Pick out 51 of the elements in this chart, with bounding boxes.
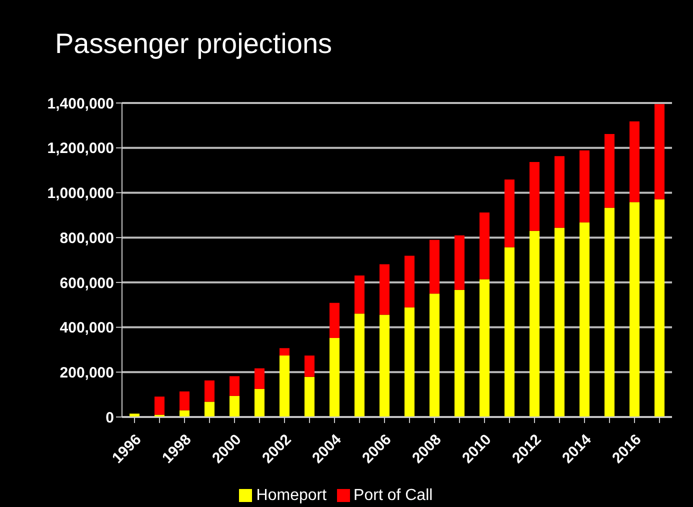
bar [330, 302, 340, 338]
y-tick-label: 200,000 [60, 364, 114, 382]
bar [654, 199, 664, 417]
bar [554, 228, 564, 417]
bar [254, 368, 264, 389]
bar [180, 391, 190, 410]
bar [604, 134, 614, 208]
bar [304, 376, 314, 417]
bar [554, 156, 564, 228]
bar [480, 212, 490, 280]
y-tick-label: 1,000,000 [47, 185, 114, 202]
bar [230, 396, 240, 417]
bar [504, 179, 514, 248]
bar [580, 222, 590, 417]
bar [330, 338, 340, 417]
bar [354, 275, 364, 314]
bar [530, 230, 540, 417]
bar [204, 380, 214, 402]
bar [354, 314, 364, 417]
bar [430, 240, 440, 294]
bar [380, 264, 390, 315]
bar [454, 290, 464, 417]
bar [154, 396, 164, 415]
bar [530, 162, 540, 231]
bar [604, 208, 614, 417]
y-tick-label: 1,400,000 [47, 95, 114, 112]
bar [304, 356, 314, 377]
bar [504, 247, 514, 417]
bar [630, 202, 640, 417]
bar [630, 121, 640, 202]
bar [230, 376, 240, 396]
y-tick-label: 800,000 [60, 230, 114, 247]
bar [380, 314, 390, 417]
bar [280, 348, 290, 356]
y-tick-label: 400,000 [60, 320, 114, 337]
bar [280, 356, 290, 417]
bar [430, 294, 440, 417]
chart-title: Passenger projections [55, 28, 332, 60]
bar [580, 150, 590, 222]
y-tick-label: 1,200,000 [47, 140, 114, 158]
bar [404, 256, 414, 308]
legend-label: Port of Call [354, 487, 433, 504]
legend-label: Homeport [256, 487, 327, 504]
bar [654, 104, 664, 200]
bar [480, 279, 490, 417]
y-tick-label: 0 [106, 409, 114, 426]
bar [404, 307, 414, 417]
bar [254, 388, 264, 417]
y-tick-label: 600,000 [60, 274, 114, 292]
bar [454, 235, 464, 290]
bar [204, 402, 214, 417]
